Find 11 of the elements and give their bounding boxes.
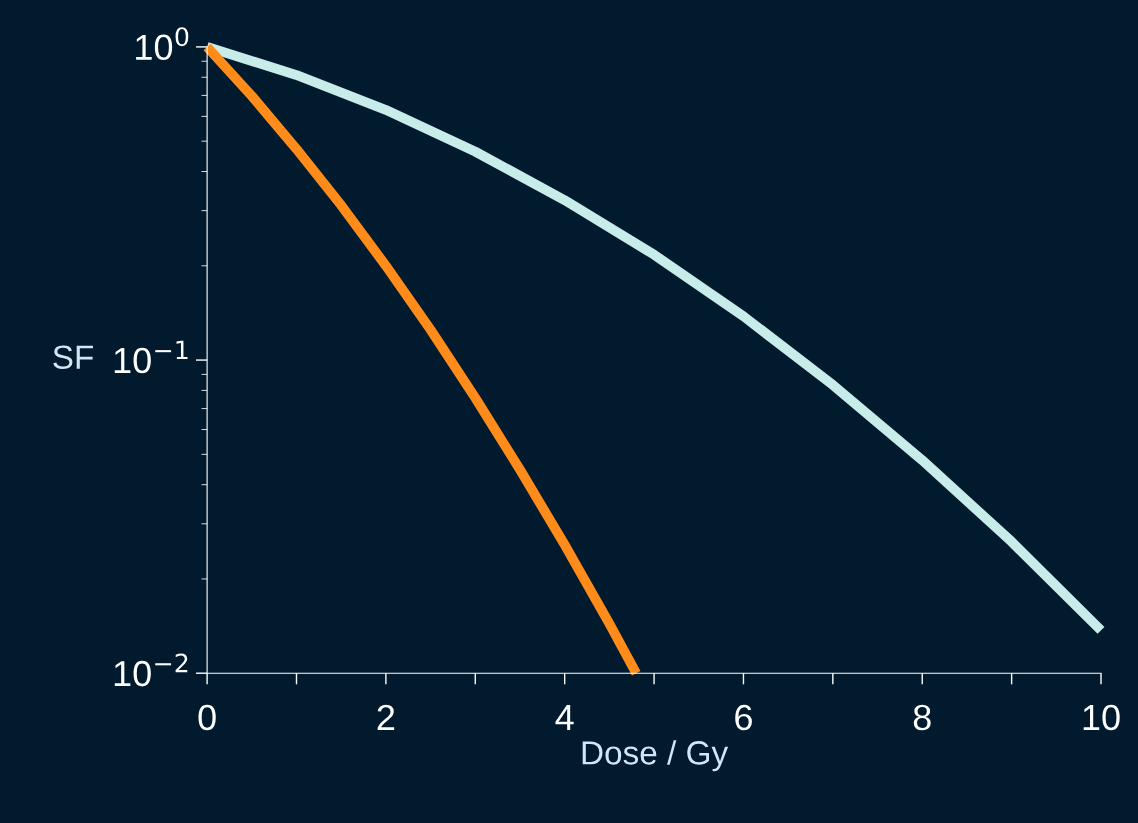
x-tick-label: 10: [1083, 704, 1120, 731]
x-tick-label: 2: [377, 704, 395, 730]
y-tick-label: 10$^{−1}$: [114, 340, 188, 374]
y-axis-title: SF: [53, 345, 93, 370]
x-axis-title: Dose / Gy: [582, 740, 729, 772]
x-tick-label: 8: [913, 704, 931, 731]
x-tick-label: 4: [555, 705, 574, 730]
y-tick-label: 10$^{−2}$: [114, 653, 188, 687]
x-tick-label: 0: [198, 704, 216, 731]
x-tick-label: 6: [735, 704, 752, 731]
y-tick-label: 10$^{0}$: [136, 27, 189, 61]
